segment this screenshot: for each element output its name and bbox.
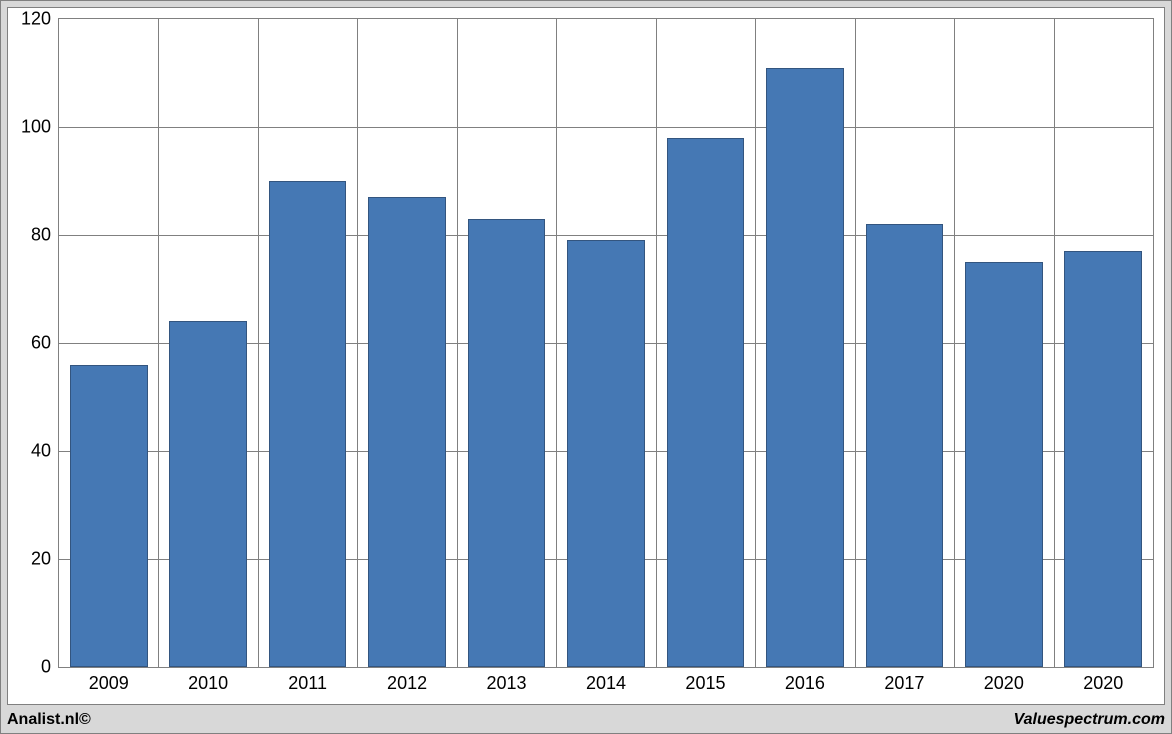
bar xyxy=(70,365,148,667)
gridline-vertical xyxy=(755,19,756,667)
chart-panel: 0 20 40 60 80 100 120 2009 2010 2011 2012 2013 2014 2… xyxy=(7,7,1165,705)
gridline-vertical xyxy=(1054,19,1055,667)
y-axis-tick-label: 20 xyxy=(31,549,51,570)
gridline-vertical xyxy=(457,19,458,667)
y-axis-tick-label: 100 xyxy=(21,117,51,138)
gridline-vertical xyxy=(258,19,259,667)
gridline-vertical xyxy=(556,19,557,667)
plot-area: 0204060801001202009201020112012201320142… xyxy=(58,18,1154,668)
bar xyxy=(269,181,347,667)
y-axis-tick-label: 80 xyxy=(31,225,51,246)
x-axis-tick-label: 2015 xyxy=(685,673,725,694)
x-axis-tick-label: 2010 xyxy=(188,673,228,694)
bar xyxy=(1064,251,1142,667)
gridline-vertical xyxy=(656,19,657,667)
x-axis-tick-label: 2020 xyxy=(984,673,1024,694)
bar xyxy=(866,224,944,667)
x-axis-tick-label: 2017 xyxy=(884,673,924,694)
y-axis-tick-label: 120 xyxy=(21,9,51,30)
chart-frame: 0 20 40 60 80 100 120 2009 2010 2011 2012 2013 2014 2… xyxy=(0,0,1172,734)
bar xyxy=(965,262,1043,667)
y-axis-tick-label: 0 xyxy=(41,657,51,678)
bar xyxy=(169,321,247,667)
gridline-horizontal xyxy=(59,235,1153,236)
footer-right-credit: Valuespectrum.com xyxy=(1014,711,1165,729)
x-axis-tick-label: 2016 xyxy=(785,673,825,694)
y-axis-tick-label: 60 xyxy=(31,333,51,354)
gridline-vertical xyxy=(158,19,159,667)
bar xyxy=(468,219,546,667)
y-axis-tick-label: 40 xyxy=(31,441,51,462)
bar xyxy=(567,240,645,667)
gridline-vertical xyxy=(954,19,955,667)
x-axis-tick-label: 2014 xyxy=(586,673,626,694)
x-axis-tick-label: 2013 xyxy=(487,673,527,694)
gridline-horizontal xyxy=(59,127,1153,128)
gridline-vertical xyxy=(357,19,358,667)
gridline-vertical xyxy=(855,19,856,667)
bar xyxy=(667,138,745,667)
x-axis-tick-label: 2011 xyxy=(288,673,327,694)
x-axis-tick-label: 2012 xyxy=(387,673,427,694)
bar xyxy=(368,197,446,667)
x-axis-tick-label: 2020 xyxy=(1083,673,1123,694)
bar xyxy=(766,68,844,667)
x-axis-tick-label: 2009 xyxy=(89,673,129,694)
footer-left-credit: Analist.nl© xyxy=(7,711,91,729)
